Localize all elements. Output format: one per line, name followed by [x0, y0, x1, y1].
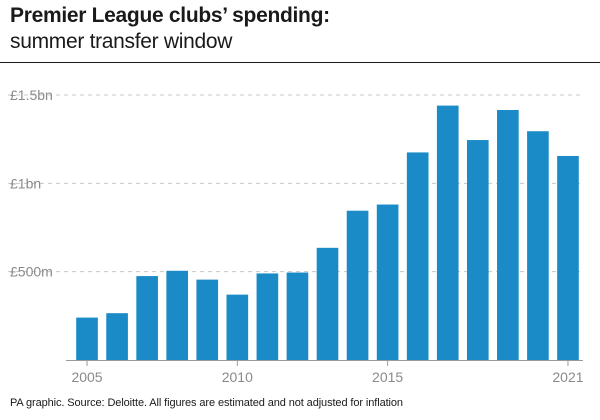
chart-title: Premier League clubs’ spending: [10, 4, 330, 27]
bar-2010 [226, 294, 249, 360]
bar-2005 [76, 317, 98, 360]
x-tick-label: 2021 [552, 369, 583, 385]
bar-2009 [196, 279, 219, 360]
bar-2006 [106, 313, 128, 360]
gridlines [8, 94, 583, 273]
x-tick-label: 2015 [372, 369, 403, 385]
bar-2017 [436, 105, 459, 360]
bar-2020 [527, 131, 549, 360]
bar-2018 [466, 140, 489, 360]
bar-2015 [376, 204, 399, 360]
bar-chart: £500m £1bn £1.5bn 2005 2010 2015 2021 [8, 87, 584, 385]
chart-subtitle: summer transfer window [10, 30, 233, 53]
bar-series [76, 105, 579, 361]
bar-2008 [166, 270, 189, 360]
bar-2019 [497, 110, 519, 361]
bar-2013 [316, 247, 339, 360]
source-note: PA graphic. Source: Deloitte. All figure… [10, 397, 403, 409]
bar-2012 [286, 272, 309, 360]
title-divider [0, 62, 600, 63]
bar-2007 [136, 276, 158, 360]
x-tick-label: 2005 [71, 369, 102, 385]
bar-2016 [406, 152, 429, 360]
y-tick-label: £1.5bn [10, 87, 53, 103]
x-tick-label: 2010 [222, 369, 253, 385]
y-tick-label: £500m [10, 264, 53, 280]
y-axis-ticks: £500m £1bn £1.5bn [10, 87, 53, 280]
bar-2014 [346, 210, 369, 360]
x-axis-ticks: 2005 2010 2015 2021 [71, 360, 584, 385]
bar-2011 [256, 273, 279, 360]
bar-2021 [557, 155, 579, 360]
y-tick-label: £1bn [10, 175, 41, 191]
